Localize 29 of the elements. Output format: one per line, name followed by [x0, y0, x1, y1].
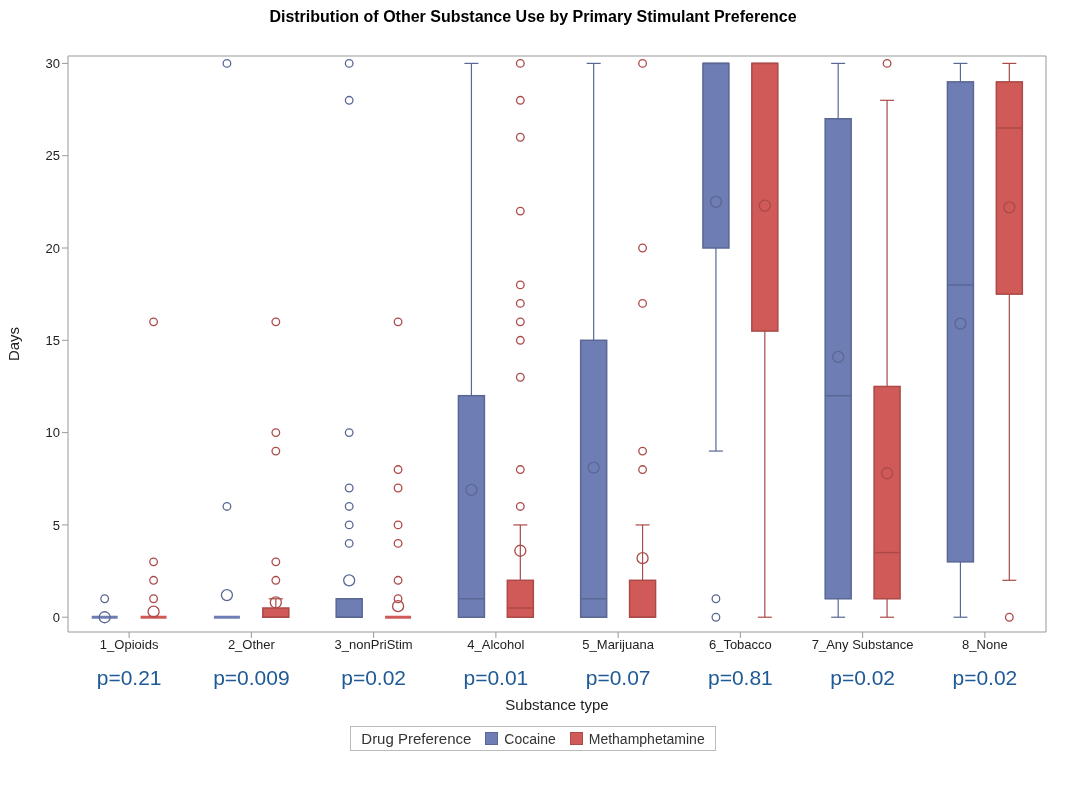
- text: p=0.02: [340, 666, 408, 690]
- y-tick-label: 15: [45, 332, 60, 348]
- x-tick-label: 7_Any Substance: [811, 637, 914, 653]
- x-tick-label: 3_nonPriStim: [334, 637, 413, 653]
- y-tick-label: 5: [52, 517, 60, 533]
- chart-title: Distribution of Other Substance Use by Primary Stimulant Preference: [268, 8, 798, 26]
- text: p=0.07: [584, 666, 652, 690]
- x-tick-label: 4_Alcohol: [467, 637, 525, 653]
- text: p=0.02: [829, 666, 897, 690]
- legend-label: Methamphetamine: [587, 730, 705, 747]
- legend-title: Drug Preference: [361, 730, 472, 747]
- text: p=0.81: [706, 666, 774, 690]
- y-tick-label: 10: [45, 425, 60, 441]
- text: p=0.009: [212, 666, 291, 690]
- x-tick-label: 6_Tobacco: [708, 637, 772, 653]
- text: p=0.21: [95, 666, 163, 690]
- y-tick-label: 30: [45, 56, 60, 71]
- y-tick-label: 0: [52, 609, 60, 625]
- y-axis-title: Days: [5, 326, 23, 362]
- legend-label: Cocaine: [503, 730, 556, 747]
- x-tick-label: 2_Other: [227, 637, 276, 653]
- text: p=0.01: [462, 666, 530, 690]
- x-tick-label: 5_Marijuana: [582, 637, 655, 653]
- x-axis-title: Substance type: [504, 696, 610, 713]
- x-tick-label: 1_Opioids: [99, 637, 159, 653]
- text: p=0.02: [951, 666, 1019, 690]
- x-tick-label: 8_None: [962, 637, 1008, 653]
- y-tick-label: 20: [45, 240, 60, 256]
- y-tick-label: 25: [45, 148, 60, 164]
